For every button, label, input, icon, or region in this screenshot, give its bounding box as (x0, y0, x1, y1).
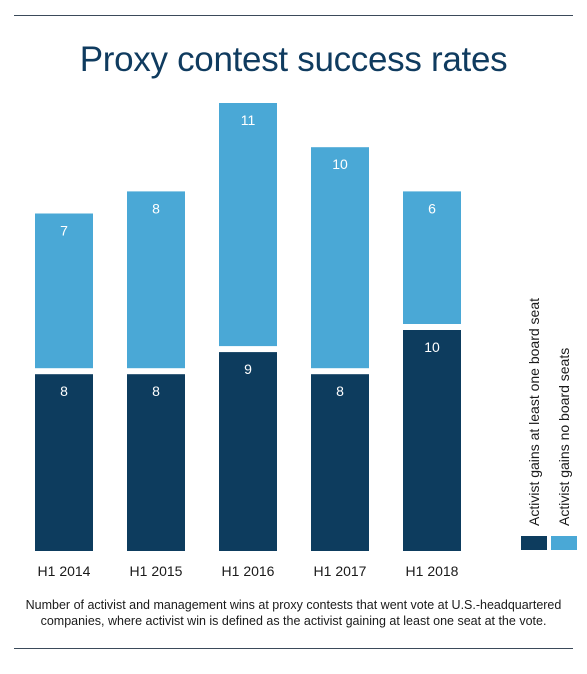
top-rule (14, 15, 573, 16)
x-tick-h1-2014: H1 2014 (38, 563, 91, 579)
data-label-h1-2017-series-2: 10 (332, 156, 348, 172)
data-label-h1-2016-series-1: 9 (244, 361, 252, 377)
data-label-h1-2015-series-2: 8 (152, 200, 160, 216)
data-label-h1-2014-series-1: 8 (60, 383, 68, 399)
legend-label-series-2: Activist gains no board seats (556, 348, 572, 526)
data-label-h1-2014-series-2: 7 (60, 223, 68, 239)
bars-group (35, 103, 461, 551)
bar-h1-2016-series-1 (219, 352, 277, 551)
legend: Activist gains at least one board seat Ac… (521, 298, 577, 550)
x-tick-h1-2018: H1 2018 (406, 563, 459, 579)
bar-h1-2017-series-1 (311, 374, 369, 551)
data-label-h1-2017-series-1: 8 (336, 383, 344, 399)
bottom-rule (14, 648, 573, 649)
bar-h1-2017-series-2 (311, 147, 369, 369)
bar-h1-2014-series-2 (35, 213, 93, 369)
x-tick-h1-2016: H1 2016 (222, 563, 275, 579)
chart-caption: Number of activist and management wins a… (25, 598, 562, 628)
bar-h1-2015-series-1 (127, 374, 185, 551)
data-label-h1-2016-series-2: 11 (241, 112, 256, 128)
bar-h1-2018-series-1 (403, 330, 461, 551)
bar-h1-2018-series-2 (403, 191, 461, 324)
x-tick-labels-group: H1 2014 H1 2015 H1 2016 H1 2017 H1 2018 (38, 563, 459, 579)
x-tick-h1-2015: H1 2015 (130, 563, 183, 579)
data-label-h1-2018-series-2: 6 (428, 200, 436, 216)
x-tick-h1-2017: H1 2017 (314, 563, 367, 579)
chart-title: Proxy contest success rates (79, 40, 508, 79)
legend-swatch-series-1 (521, 536, 547, 550)
legend-label-series-1: Activist gains at least one board seat (526, 298, 542, 526)
data-labels-group: 8 7 8 8 9 11 8 10 10 6 (60, 112, 440, 399)
data-label-h1-2018-series-1: 10 (424, 339, 440, 355)
bar-h1-2014-series-1 (35, 374, 93, 551)
bar-h1-2015-series-2 (127, 191, 185, 369)
legend-swatch-series-2 (551, 536, 577, 550)
bar-h1-2016-series-2 (219, 103, 277, 347)
data-label-h1-2015-series-1: 8 (152, 383, 160, 399)
